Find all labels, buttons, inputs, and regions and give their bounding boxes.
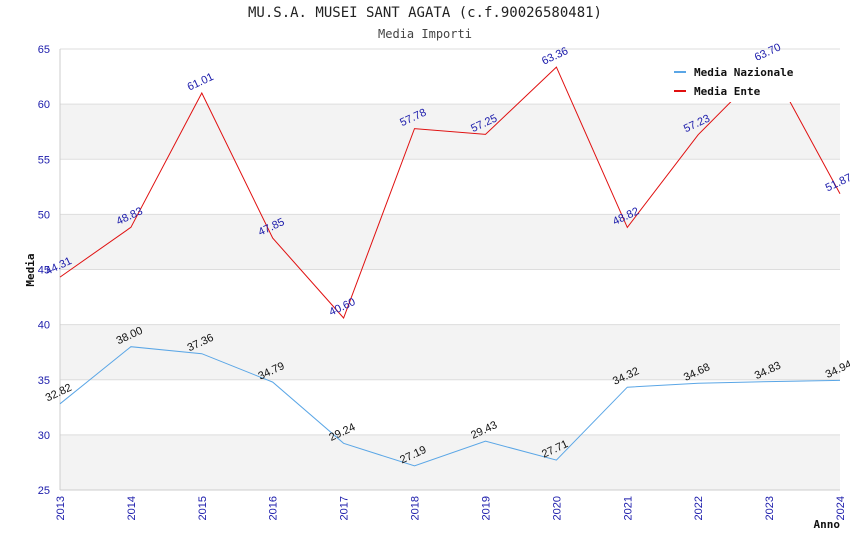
data-label: 61.01 <box>186 71 216 94</box>
legend-box <box>668 60 808 102</box>
x-tick-label: 2015 <box>197 496 209 520</box>
x-tick-label: 2014 <box>126 496 138 520</box>
x-tick-label: 2013 <box>55 496 67 520</box>
x-tick-label: 2017 <box>339 496 351 520</box>
series-line <box>59 346 841 467</box>
y-tick-label: 45 <box>38 265 50 277</box>
series-lines <box>59 62 841 467</box>
y-tick-label: 40 <box>38 320 50 332</box>
chart-subtitle: Media Importi <box>378 27 472 41</box>
y-tick-labels: 25 30 35 40 45 50 55 60 65 <box>38 44 50 497</box>
x-tick-label: 2023 <box>764 496 776 520</box>
y-tick-label: 55 <box>38 154 50 166</box>
data-label: 51.87 <box>824 172 850 195</box>
x-tick-label: 2020 <box>551 496 563 520</box>
legend-entry: Media Ente <box>694 85 761 98</box>
series-line <box>59 62 841 319</box>
y-tick-label: 65 <box>38 44 50 56</box>
x-tick-labels: 2013 2014 2015 2016 2017 2018 2019 2020 2021 2022… <box>55 496 847 520</box>
grid-lines <box>60 48 840 491</box>
y-tick-label: 35 <box>38 375 50 387</box>
x-tick-label: 2022 <box>693 496 705 520</box>
x-axis-label: Anno <box>814 518 841 531</box>
x-tick-label: 2021 <box>622 496 634 520</box>
y-axis-label: Media <box>24 253 37 286</box>
x-tick-label: 2019 <box>480 496 492 520</box>
x-tick-label: 2018 <box>410 496 422 520</box>
chart-title: MU.S.A. MUSEI SANT AGATA (c.f.9002658048… <box>247 5 602 21</box>
y-tick-label: 50 <box>38 209 50 221</box>
legend-entry: Media Nazionale <box>694 66 794 79</box>
grid-bands <box>60 104 840 490</box>
axes <box>59 49 840 491</box>
grid-band <box>60 434 840 490</box>
data-label: 63.36 <box>540 45 570 68</box>
data-label: 44.31 <box>44 255 74 278</box>
grid-band <box>60 324 840 380</box>
x-tick-label: 2016 <box>268 496 280 520</box>
y-tick-label: 30 <box>38 430 50 442</box>
legend: Media Nazionale Media Ente <box>668 60 808 102</box>
y-tick-label: 25 <box>38 485 50 497</box>
x-tick-label: 2024 <box>835 496 847 520</box>
grid-band <box>60 214 840 270</box>
data-label: 40.60 <box>327 296 357 319</box>
y-tick-label: 60 <box>38 99 50 111</box>
